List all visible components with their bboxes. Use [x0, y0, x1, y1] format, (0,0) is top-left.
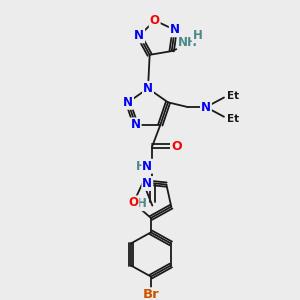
Text: H: H	[135, 160, 145, 173]
Text: N: N	[123, 96, 133, 109]
Text: Et: Et	[227, 91, 239, 100]
Text: N: N	[142, 160, 152, 173]
Text: N: N	[170, 23, 180, 36]
Text: N: N	[134, 29, 144, 42]
Text: NH: NH	[178, 36, 198, 49]
Text: Br: Br	[142, 288, 159, 300]
Text: H: H	[193, 29, 202, 42]
Text: O: O	[150, 14, 160, 27]
Text: N: N	[143, 82, 153, 95]
Text: N: N	[131, 118, 141, 131]
Text: O: O	[128, 196, 138, 209]
Text: H: H	[136, 197, 146, 210]
Text: N: N	[142, 177, 152, 190]
Text: Et: Et	[227, 114, 239, 124]
Text: O: O	[171, 140, 182, 152]
Text: N: N	[201, 100, 211, 114]
